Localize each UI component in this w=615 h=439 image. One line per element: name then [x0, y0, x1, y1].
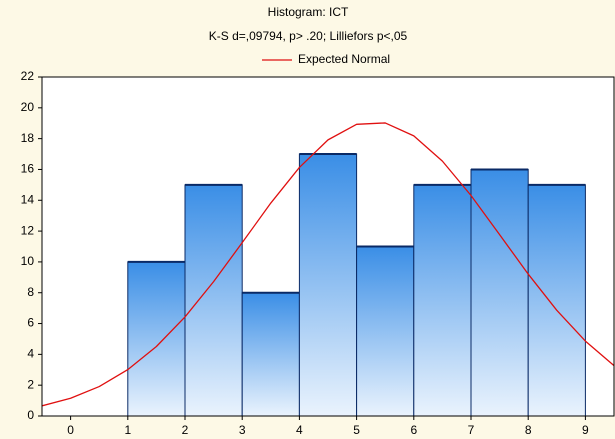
x-tick-label: 6: [410, 423, 417, 437]
y-tick-label: 10: [21, 254, 35, 268]
x-tick-label: 8: [525, 423, 532, 437]
x-tick-label: 5: [353, 423, 360, 437]
y-tick-label: 0: [27, 408, 34, 422]
y-tick-label: 16: [21, 162, 35, 176]
x-tick-label: 9: [582, 423, 589, 437]
bar: [356, 246, 415, 417]
y-tick-label: 12: [21, 223, 35, 237]
x-tick-label: 3: [239, 423, 246, 437]
bar: [298, 153, 358, 417]
chart-title: Histogram: ICT: [268, 5, 349, 19]
normal-curve: [42, 122, 614, 407]
legend-label: Expected Normal: [298, 52, 390, 66]
x-tick-label: 1: [124, 423, 131, 437]
x-tick-label: 7: [468, 423, 475, 437]
y-tick-label: 2: [27, 377, 34, 391]
plot-frame: [41, 76, 615, 417]
x-tick-label: 2: [182, 423, 189, 437]
chart-subtitle: K-S d=,09794, p> .20; Lilliefors p<,05: [209, 29, 408, 43]
y-tick-label: 14: [21, 192, 35, 206]
bar: [241, 292, 300, 417]
y-tick-label: 6: [27, 316, 34, 330]
bar: [184, 184, 243, 417]
y-tick-label: 22: [21, 69, 35, 83]
y-tick-label: 20: [21, 100, 35, 114]
y-tick-label: 8: [27, 285, 34, 299]
y-tick-label: 4: [27, 347, 34, 361]
bar: [127, 261, 186, 417]
bar: [527, 184, 586, 417]
bar: [413, 184, 472, 417]
x-tick-label: 4: [296, 423, 303, 437]
x-tick-label: 0: [67, 423, 74, 437]
y-tick-label: 18: [21, 131, 35, 145]
